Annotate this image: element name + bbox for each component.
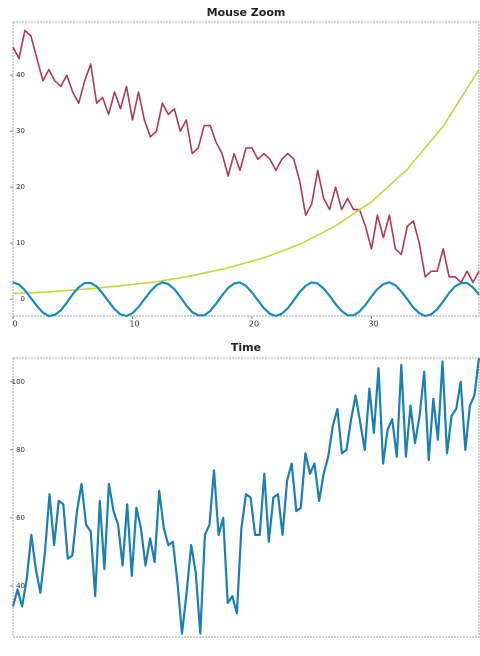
x-tick-label: 30: [368, 320, 378, 329]
y-tick-label: 100: [12, 378, 25, 386]
y-tick-label: 10: [16, 239, 25, 247]
chart-title: Mouse Zoom: [207, 6, 286, 19]
series-line: [12, 29, 480, 284]
x-tick-label: 10: [129, 320, 139, 329]
series-line: [12, 69, 480, 295]
plot-frame: [12, 21, 480, 317]
y-tick-label: 40: [16, 71, 25, 79]
series-line: [12, 281, 480, 318]
y-tick-label: 30: [16, 127, 25, 135]
y-tick-label: 0: [21, 295, 25, 303]
y-tick-label: 40: [16, 582, 25, 590]
y-tick-label: 20: [16, 183, 25, 191]
x-tick-label: 20: [249, 320, 259, 329]
x-tick-label: 0: [12, 320, 17, 329]
y-tick-label: 80: [16, 446, 25, 454]
chart-title: Time: [231, 341, 261, 354]
series-line: [11, 357, 480, 635]
plot-frame: [12, 357, 480, 638]
y-tick-label: 60: [16, 514, 25, 522]
